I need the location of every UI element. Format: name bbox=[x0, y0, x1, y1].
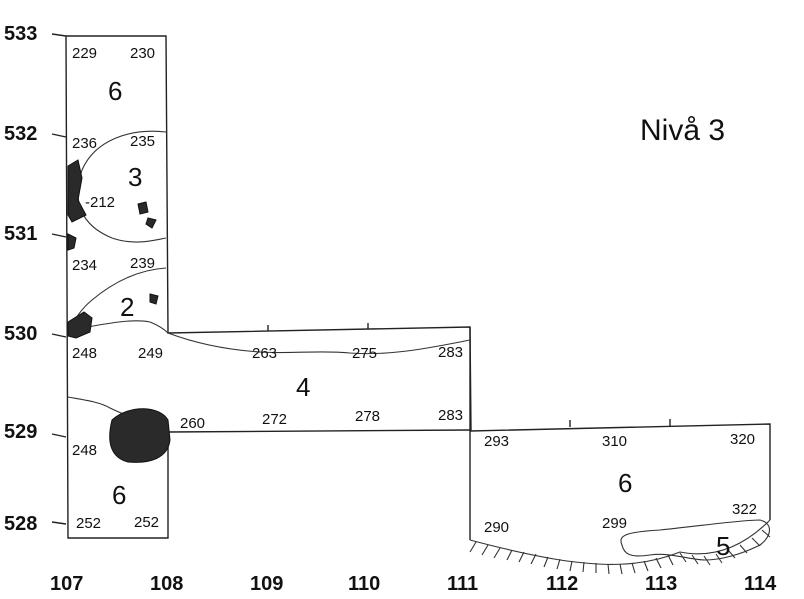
stone-1 bbox=[67, 159, 87, 223]
layer-label-6-right: 6 bbox=[618, 468, 632, 498]
elevation-235: 235 bbox=[130, 133, 155, 150]
x-axis-label-113: 113 bbox=[645, 573, 677, 595]
y-axis-label-528: 528 bbox=[4, 513, 37, 535]
elevation-283-upper: 283 bbox=[438, 344, 463, 361]
x-axis-label-112: 112 bbox=[546, 573, 578, 595]
elevation-minus-212: -212 bbox=[85, 194, 115, 211]
layer-label-2: 2 bbox=[120, 292, 134, 322]
elevation-labels: 229 230 236 235 -212 234 239 248 249 263… bbox=[72, 45, 757, 536]
elevation-290: 290 bbox=[484, 519, 509, 536]
elevation-293: 293 bbox=[484, 433, 509, 450]
stone-5 bbox=[149, 293, 159, 305]
x-axis-label-109: 109 bbox=[250, 573, 283, 595]
stone-7 bbox=[109, 408, 171, 463]
elevation-322: 322 bbox=[732, 501, 757, 518]
stone-4 bbox=[145, 217, 157, 229]
x-axis-label-110: 110 bbox=[348, 573, 380, 595]
layer-label-4: 4 bbox=[296, 372, 310, 402]
elevation-310: 310 bbox=[602, 433, 627, 450]
elevation-239: 239 bbox=[130, 255, 155, 272]
hatched-edge bbox=[469, 529, 771, 575]
y-axis-label-532: 532 bbox=[4, 123, 37, 145]
layer-label-6-bottom-left: 6 bbox=[112, 480, 126, 510]
layer-5-pit bbox=[469, 519, 771, 565]
elevation-283-lower: 283 bbox=[438, 407, 463, 424]
stone-2 bbox=[67, 233, 77, 251]
layer-label-5: 5 bbox=[716, 531, 730, 561]
y-axis-label-529: 529 bbox=[4, 421, 37, 443]
elevation-249: 249 bbox=[138, 345, 163, 362]
y-axis-label-531: 531 bbox=[4, 223, 37, 245]
elevation-278: 278 bbox=[355, 408, 380, 425]
stone-6 bbox=[67, 311, 93, 339]
elevation-230: 230 bbox=[130, 45, 155, 62]
x-axis-label-108: 108 bbox=[150, 573, 183, 595]
stone-3 bbox=[137, 201, 149, 215]
layer-labels: 6 3 2 4 6 6 5 bbox=[108, 76, 730, 561]
y-axis-label-530: 530 bbox=[4, 323, 37, 345]
elevation-260: 260 bbox=[180, 415, 205, 432]
y-axis-ticks bbox=[51, 33, 67, 525]
elevation-275: 275 bbox=[352, 345, 377, 362]
elevation-272: 272 bbox=[262, 411, 287, 428]
x-axis-label-111: 111 bbox=[447, 573, 478, 595]
trench-outline bbox=[65, 35, 771, 540]
elevation-236: 236 bbox=[72, 135, 97, 152]
elevation-252-right: 252 bbox=[134, 514, 159, 531]
elevation-248-upper: 248 bbox=[72, 345, 97, 362]
plan-title: Nivå 3 bbox=[640, 114, 725, 147]
stones bbox=[67, 159, 171, 463]
elevation-252-left: 252 bbox=[76, 515, 101, 532]
elevation-229: 229 bbox=[72, 45, 97, 62]
layer-label-3: 3 bbox=[128, 162, 142, 192]
elevation-320: 320 bbox=[730, 431, 755, 448]
layer-label-6-top: 6 bbox=[108, 76, 122, 106]
x-axis-label-114: 114 bbox=[744, 573, 777, 595]
elevation-263: 263 bbox=[252, 345, 277, 362]
y-axis-label-533: 533 bbox=[4, 23, 37, 45]
elevation-299: 299 bbox=[602, 515, 627, 532]
elevation-234: 234 bbox=[72, 257, 97, 274]
x-axis-label-107: 107 bbox=[50, 573, 83, 595]
elevation-248-lower: 248 bbox=[72, 442, 97, 459]
